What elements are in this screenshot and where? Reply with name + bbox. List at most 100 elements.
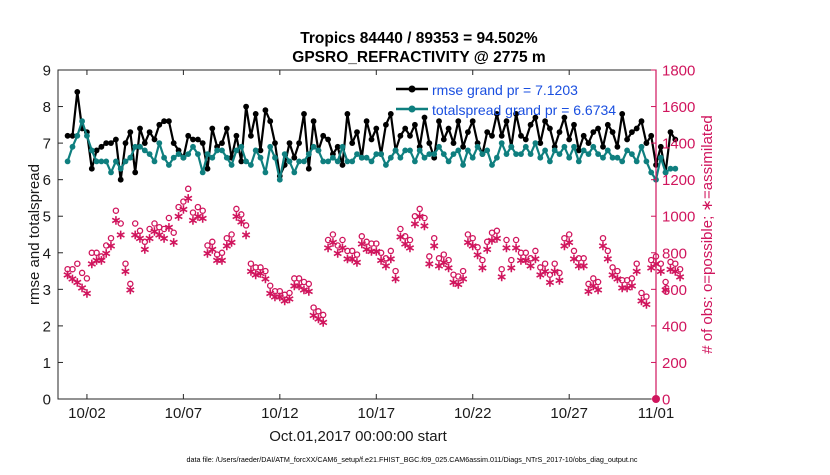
assimilated-obs-point: ∗ xyxy=(327,234,338,249)
spread-point xyxy=(474,143,481,150)
possible-obs-point xyxy=(508,256,515,264)
assimilated-obs-point: ∗ xyxy=(424,256,435,271)
spread-point xyxy=(151,158,158,165)
spread-point xyxy=(638,143,645,150)
assimilated-obs-point: ∗ xyxy=(202,245,213,260)
assimilated-obs-point: ∗ xyxy=(255,265,266,280)
assimilated-obs-point: ∗ xyxy=(356,236,367,251)
possible-obs-point xyxy=(218,249,226,257)
assimilated-obs-point: ∗ xyxy=(414,209,425,224)
rmse-point xyxy=(272,140,278,147)
assimilated-obs-point: ∗ xyxy=(130,227,141,242)
spread-point xyxy=(310,143,317,150)
spread-point xyxy=(547,158,553,165)
y2-tick-label: 1400 xyxy=(662,136,695,153)
possible-obs-point xyxy=(657,260,665,267)
rmse-point xyxy=(445,125,452,132)
rmse-point xyxy=(137,125,143,132)
assimilated-obs-point: ∗ xyxy=(299,282,310,297)
possible-obs-point xyxy=(643,293,650,300)
possible-obs-point xyxy=(93,249,100,257)
possible-obs-point xyxy=(266,282,274,289)
x-tick-label: 10/12 xyxy=(261,405,299,422)
rmse-point xyxy=(103,140,110,147)
rmse-point xyxy=(571,121,577,128)
spread-point xyxy=(79,118,85,125)
axis-layer: 0 1 2 3 4 5 6 7 8 9 0 200 400 600 800 1000 1200 1400 1600 1… xyxy=(43,63,696,423)
possible-obs-point xyxy=(117,220,124,227)
spread-point xyxy=(585,151,592,158)
assimilated-obs-point: ∗ xyxy=(173,209,184,224)
spread-point xyxy=(272,154,278,161)
rmse-point xyxy=(643,140,650,147)
assimilated-obs-point: ∗ xyxy=(221,238,232,253)
spread-point xyxy=(137,143,143,150)
assimilated-obs-point: ∗ xyxy=(284,291,295,306)
spread-point xyxy=(387,154,394,161)
assimilated-obs-point: ∗ xyxy=(409,216,420,231)
assimilated-obs-point: ∗ xyxy=(371,243,382,258)
assimilated-obs-point: ∗ xyxy=(385,251,396,266)
x-tick-label: 10/22 xyxy=(454,405,492,422)
spread-point xyxy=(619,158,626,165)
assimilated-obs-point: ∗ xyxy=(530,251,541,266)
spread-point xyxy=(248,162,254,168)
rmse-point xyxy=(363,118,370,125)
possible-obs-point xyxy=(527,255,534,262)
possible-obs-point xyxy=(594,278,602,286)
spread-point xyxy=(98,158,105,165)
rmse-point xyxy=(518,132,524,139)
possible-obs-point xyxy=(334,242,341,249)
rmse-point xyxy=(349,140,356,147)
possible-obs-point xyxy=(676,265,684,273)
y-tick-label: 6 xyxy=(43,172,51,189)
rmse-point xyxy=(484,129,491,136)
spread-point xyxy=(624,147,630,154)
spread-point xyxy=(209,154,216,161)
assimilated-obs-point: ∗ xyxy=(376,253,387,268)
x-axis-label: Oct.01,2017 00:00:00 start xyxy=(269,428,447,445)
rmse-point xyxy=(262,107,269,114)
spread-point xyxy=(498,140,505,147)
rmse-point xyxy=(575,147,582,154)
spread-point xyxy=(320,158,327,165)
assimilated-obs-point: ∗ xyxy=(270,289,281,304)
rmse-point xyxy=(296,140,302,147)
y2-tick-label: 600 xyxy=(662,282,687,299)
spread-point xyxy=(469,154,476,161)
possible-obs-point xyxy=(141,238,149,246)
spread-point xyxy=(113,158,119,165)
rmse-point xyxy=(667,129,674,136)
footer-data-file: data file: /Users/raeder/DAI/ATM_forcXX/… xyxy=(187,455,638,464)
spread-point xyxy=(339,143,346,150)
spread-point xyxy=(74,132,81,139)
spread-point xyxy=(195,151,201,158)
spread-point xyxy=(392,147,399,154)
spread-point xyxy=(127,154,134,161)
spread-point xyxy=(672,165,679,172)
spread-point xyxy=(465,147,471,154)
assimilated-obs-point: ∗ xyxy=(380,258,391,273)
assimilated-obs-point: ∗ xyxy=(106,238,117,253)
rmse-point xyxy=(161,118,168,125)
assimilated-obs-point: ∗ xyxy=(617,280,628,295)
rmse-point xyxy=(522,136,529,143)
spread-point xyxy=(561,143,568,150)
spread-point xyxy=(489,162,495,168)
spread-point xyxy=(571,143,577,150)
possible-obs-point xyxy=(315,308,322,315)
possible-obs-point xyxy=(474,244,481,251)
assimilated-obs-point: ∗ xyxy=(323,240,334,255)
spread-point xyxy=(595,151,601,158)
spread-point xyxy=(358,154,365,161)
y-tick-label: 0 xyxy=(43,392,51,409)
assimilated-obs-point: ∗ xyxy=(188,212,199,227)
possible-obs-point xyxy=(537,264,544,271)
possible-obs-point xyxy=(122,260,129,267)
assimilated-obs-point: ∗ xyxy=(197,211,208,226)
possible-obs-point xyxy=(78,269,86,277)
possible-obs-point xyxy=(151,220,158,227)
possible-obs-point xyxy=(257,264,264,271)
